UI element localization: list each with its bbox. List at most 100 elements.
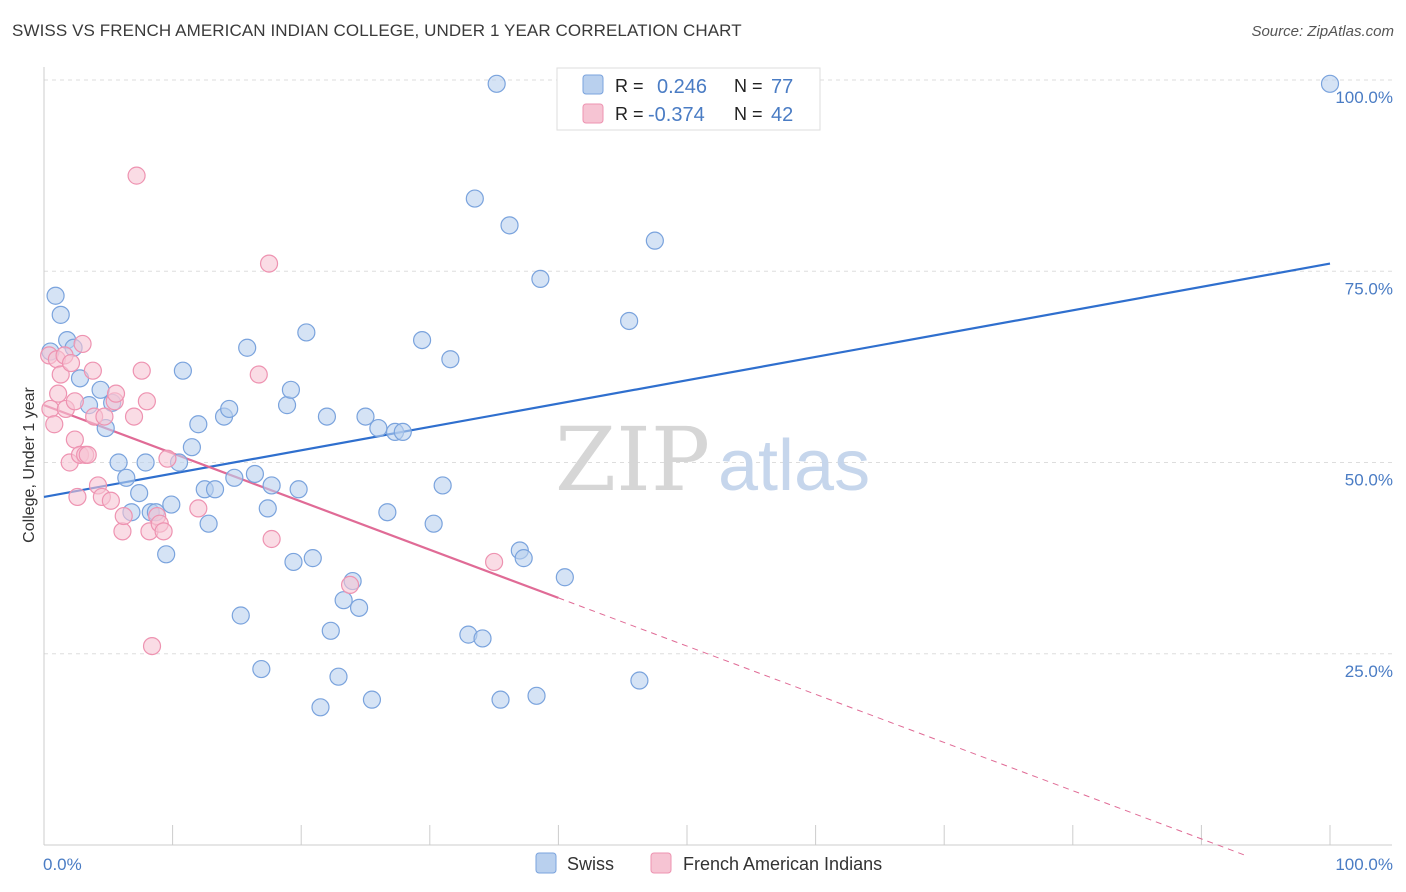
swiss-point: [487, 74, 506, 93]
swiss-point: [369, 418, 388, 438]
legend-r-value: 0.246: [657, 76, 707, 98]
source-credit: Source: ZipAtlas.com: [1251, 23, 1394, 40]
legend-item-swiss: Swiss: [567, 854, 614, 874]
swiss-point: [514, 549, 533, 568]
french-point: [61, 353, 81, 373]
swiss-point: [311, 698, 330, 717]
swiss-point: [51, 305, 70, 324]
watermark: ZIP atlas: [555, 408, 870, 511]
french-point: [106, 384, 126, 403]
swiss-point: [441, 350, 460, 369]
chart-title: SWISS VS FRENCH AMERICAN INDIAN COLLEGE,…: [12, 21, 742, 40]
swiss-point: [130, 484, 149, 503]
swiss-point: [465, 189, 484, 208]
y-axis-title: College, Under 1 year: [21, 387, 38, 543]
y-tick-label: 75.0%: [1345, 279, 1393, 298]
french-point: [132, 361, 151, 380]
swiss-point: [258, 499, 277, 518]
swiss-point: [412, 331, 432, 350]
swiss-point: [205, 480, 225, 499]
swiss-point: [109, 453, 128, 472]
legend-r-label: R =: [615, 76, 644, 96]
swiss-point: [500, 216, 519, 235]
swiss-point: [245, 464, 265, 484]
swiss-point: [252, 659, 271, 679]
swiss-point: [473, 629, 492, 648]
swiss-point: [317, 407, 337, 426]
swiss-point: [1320, 74, 1340, 93]
swiss-point: [189, 415, 208, 434]
french-point: [78, 445, 97, 464]
swiss-point: [46, 286, 65, 305]
swiss-point: [555, 568, 574, 587]
swiss-point: [277, 396, 297, 415]
french-point: [73, 334, 92, 354]
y-tick-label: 50.0%: [1345, 471, 1393, 490]
point-layer: [40, 74, 1340, 717]
swiss-point: [630, 671, 649, 690]
french-point: [124, 407, 144, 426]
french-point: [262, 529, 281, 549]
french-point: [340, 575, 360, 595]
swiss-point: [303, 549, 322, 568]
french-point: [158, 449, 177, 468]
swiss-point: [645, 231, 664, 250]
swiss-point: [378, 503, 397, 522]
swiss-point: [620, 311, 639, 331]
y-tick-label: 25.0%: [1345, 662, 1393, 681]
correlation-legend: R = 0.246 N = 77 R = -0.374 N = 42: [556, 67, 821, 131]
french-point: [127, 166, 146, 185]
swiss-point: [289, 480, 308, 499]
swiss-point: [424, 514, 443, 533]
swiss-trendline: [43, 262, 1331, 499]
grid-layer: [44, 79, 1392, 655]
legend-n-value: 42: [771, 104, 793, 126]
french-point: [101, 491, 120, 510]
french-point: [259, 254, 279, 273]
legend-swatch-french: [650, 852, 672, 874]
swiss-point: [182, 438, 201, 457]
french-point: [137, 392, 156, 411]
legend-r-label: R =: [615, 104, 644, 124]
french-point: [113, 522, 132, 541]
swiss-point: [334, 591, 353, 610]
legend-n-label: N =: [734, 104, 763, 124]
french-point: [65, 392, 84, 411]
swiss-point: [491, 690, 510, 709]
french-point: [114, 506, 133, 526]
legend-n-label: N =: [734, 76, 763, 96]
french-point: [65, 430, 84, 449]
legend-n-value: 77: [771, 76, 793, 98]
swiss-point: [329, 667, 348, 686]
french-point: [83, 361, 102, 380]
swiss-point: [117, 468, 136, 487]
swiss-point: [136, 453, 155, 472]
french-point: [154, 522, 173, 541]
swiss-point: [349, 598, 369, 617]
swiss-point: [531, 269, 550, 288]
french-point: [45, 415, 64, 434]
swiss-point: [433, 476, 452, 495]
french-point: [189, 499, 208, 518]
legend-swatch-swiss: [535, 852, 557, 874]
swiss-point: [225, 468, 244, 487]
watermark-atlas: atlas: [718, 426, 870, 506]
trend-layer: [43, 262, 1331, 857]
french-point: [142, 636, 162, 656]
french-point: [485, 552, 504, 572]
y-tick-label: 100.0%: [1335, 88, 1393, 107]
swiss-point: [281, 380, 301, 399]
swiss-point: [173, 361, 192, 380]
x-tick-label: 100.0%: [1335, 855, 1393, 874]
axis-layer: 25.0% 50.0% 75.0% 100.0% 0.0% 100.0%: [43, 67, 1393, 874]
swiss-point: [297, 323, 316, 342]
watermark-zip: ZIP: [555, 408, 710, 511]
y-axis-label: College, Under 1 year: [21, 387, 38, 543]
french-trendline-extension: [558, 597, 1249, 857]
french-point: [41, 399, 60, 419]
swiss-point: [199, 514, 218, 533]
french-point: [49, 384, 68, 403]
swiss-point: [162, 495, 181, 514]
swiss-point: [362, 690, 382, 709]
